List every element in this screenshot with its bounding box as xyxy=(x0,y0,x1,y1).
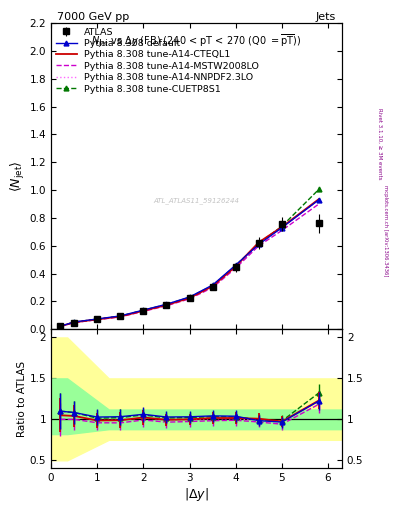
Pythia 8.308 default xyxy=(58,323,62,329)
Pythia 8.308 tune-CUETP8S1 xyxy=(233,263,238,269)
Pythia 8.308 tune-A14-MSTW2008LO xyxy=(187,296,192,302)
Pythia 8.308 tune-CUETP8S1 xyxy=(279,223,284,229)
Pythia 8.308 tune-A14-MSTW2008LO xyxy=(141,308,146,314)
Text: Rivet 3.1.10, ≥ 3M events: Rivet 3.1.10, ≥ 3M events xyxy=(377,108,382,179)
Pythia 8.308 tune-A14-NNPDF2.3LO xyxy=(316,197,321,203)
Pythia 8.308 tune-A14-NNPDF2.3LO xyxy=(58,323,62,329)
Pythia 8.308 tune-CUETP8S1 xyxy=(58,323,62,329)
Pythia 8.308 default xyxy=(118,313,123,319)
Pythia 8.308 tune-CUETP8S1 xyxy=(316,186,321,193)
Pythia 8.308 tune-CUETP8S1 xyxy=(141,307,146,313)
Pythia 8.308 tune-A14-CTEQL1 xyxy=(164,302,169,308)
Text: ATL_ATLAS11_59126244: ATL_ATLAS11_59126244 xyxy=(154,197,239,204)
Pythia 8.308 tune-A14-MSTW2008LO xyxy=(279,227,284,233)
Line: Pythia 8.308 tune-A14-MSTW2008LO: Pythia 8.308 tune-A14-MSTW2008LO xyxy=(60,204,319,327)
Pythia 8.308 tune-CUETP8S1 xyxy=(118,313,123,319)
Pythia 8.308 tune-A14-CTEQL1 xyxy=(187,295,192,301)
Pythia 8.308 tune-A14-CTEQL1 xyxy=(58,323,62,329)
Pythia 8.308 default xyxy=(141,307,146,313)
Pythia 8.308 tune-A14-NNPDF2.3LO xyxy=(233,264,238,270)
Pythia 8.308 tune-A14-CTEQL1 xyxy=(141,308,146,314)
Pythia 8.308 tune-A14-NNPDF2.3LO xyxy=(141,308,146,314)
Pythia 8.308 tune-A14-MSTW2008LO xyxy=(233,265,238,271)
Line: Pythia 8.308 tune-CUETP8S1: Pythia 8.308 tune-CUETP8S1 xyxy=(58,187,321,329)
Pythia 8.308 default xyxy=(95,316,99,322)
Pythia 8.308 tune-A14-CTEQL1 xyxy=(257,239,261,245)
Pythia 8.308 default xyxy=(279,225,284,231)
Pythia 8.308 tune-A14-CTEQL1 xyxy=(316,196,321,202)
Pythia 8.308 tune-A14-NNPDF2.3LO xyxy=(257,241,261,247)
Text: 7000 GeV pp: 7000 GeV pp xyxy=(57,12,129,23)
Pythia 8.308 tune-A14-NNPDF2.3LO xyxy=(210,283,215,289)
X-axis label: $|\Delta y|$: $|\Delta y|$ xyxy=(184,486,209,503)
Pythia 8.308 tune-CUETP8S1 xyxy=(72,319,77,325)
Pythia 8.308 tune-CUETP8S1 xyxy=(164,302,169,308)
Pythia 8.308 tune-A14-NNPDF2.3LO xyxy=(95,316,99,323)
Pythia 8.308 tune-A14-MSTW2008LO xyxy=(316,201,321,207)
Pythia 8.308 tune-A14-MSTW2008LO xyxy=(72,319,77,326)
Pythia 8.308 tune-A14-NNPDF2.3LO xyxy=(187,295,192,301)
Pythia 8.308 tune-A14-MSTW2008LO xyxy=(58,324,62,330)
Pythia 8.308 tune-A14-NNPDF2.3LO xyxy=(279,225,284,231)
Y-axis label: Ratio to ATLAS: Ratio to ATLAS xyxy=(17,361,27,437)
Pythia 8.308 tune-A14-CTEQL1 xyxy=(210,283,215,289)
Text: Jets: Jets xyxy=(316,12,336,23)
Pythia 8.308 tune-A14-CTEQL1 xyxy=(118,313,123,319)
Pythia 8.308 default xyxy=(187,294,192,300)
Pythia 8.308 tune-A14-MSTW2008LO xyxy=(257,243,261,249)
Pythia 8.308 tune-A14-MSTW2008LO xyxy=(95,316,99,323)
Pythia 8.308 default xyxy=(233,262,238,268)
Pythia 8.308 tune-A14-CTEQL1 xyxy=(95,316,99,323)
Line: Pythia 8.308 tune-A14-NNPDF2.3LO: Pythia 8.308 tune-A14-NNPDF2.3LO xyxy=(60,200,319,326)
Text: mcplots.cern.ch [arXiv:1306.3436]: mcplots.cern.ch [arXiv:1306.3436] xyxy=(383,185,387,276)
Pythia 8.308 tune-A14-MSTW2008LO xyxy=(210,285,215,291)
Pythia 8.308 tune-A14-NNPDF2.3LO xyxy=(164,302,169,308)
Pythia 8.308 tune-A14-NNPDF2.3LO xyxy=(118,313,123,319)
Pythia 8.308 default xyxy=(210,282,215,288)
Pythia 8.308 tune-CUETP8S1 xyxy=(210,282,215,288)
Text: $N_{\rm jet}$ vs $\Delta y$ (FB) (240 < pT < 270 (Q0 $=\overline{\rm pT}$)): $N_{\rm jet}$ vs $\Delta y$ (FB) (240 < … xyxy=(91,32,302,49)
Pythia 8.308 tune-A14-MSTW2008LO xyxy=(118,314,123,320)
Pythia 8.308 tune-A14-NNPDF2.3LO xyxy=(72,319,77,326)
Legend: ATLAS, Pythia 8.308 default, Pythia 8.308 tune-A14-CTEQL1, Pythia 8.308 tune-A14: ATLAS, Pythia 8.308 default, Pythia 8.30… xyxy=(54,26,261,95)
Pythia 8.308 tune-A14-CTEQL1 xyxy=(279,224,284,230)
Pythia 8.308 default xyxy=(164,301,169,307)
Line: Pythia 8.308 tune-A14-CTEQL1: Pythia 8.308 tune-A14-CTEQL1 xyxy=(60,199,319,326)
Pythia 8.308 tune-A14-CTEQL1 xyxy=(233,263,238,269)
Y-axis label: $\langle N_{\rm jet}\rangle$: $\langle N_{\rm jet}\rangle$ xyxy=(9,160,27,192)
Line: Pythia 8.308 default: Pythia 8.308 default xyxy=(58,198,321,329)
Pythia 8.308 tune-CUETP8S1 xyxy=(187,294,192,301)
Pythia 8.308 default xyxy=(72,319,77,325)
Pythia 8.308 tune-A14-CTEQL1 xyxy=(72,319,77,326)
Pythia 8.308 tune-CUETP8S1 xyxy=(95,316,99,322)
Pythia 8.308 tune-CUETP8S1 xyxy=(257,240,261,246)
Pythia 8.308 default xyxy=(316,197,321,203)
Pythia 8.308 default xyxy=(257,241,261,247)
Pythia 8.308 tune-A14-MSTW2008LO xyxy=(164,303,169,309)
